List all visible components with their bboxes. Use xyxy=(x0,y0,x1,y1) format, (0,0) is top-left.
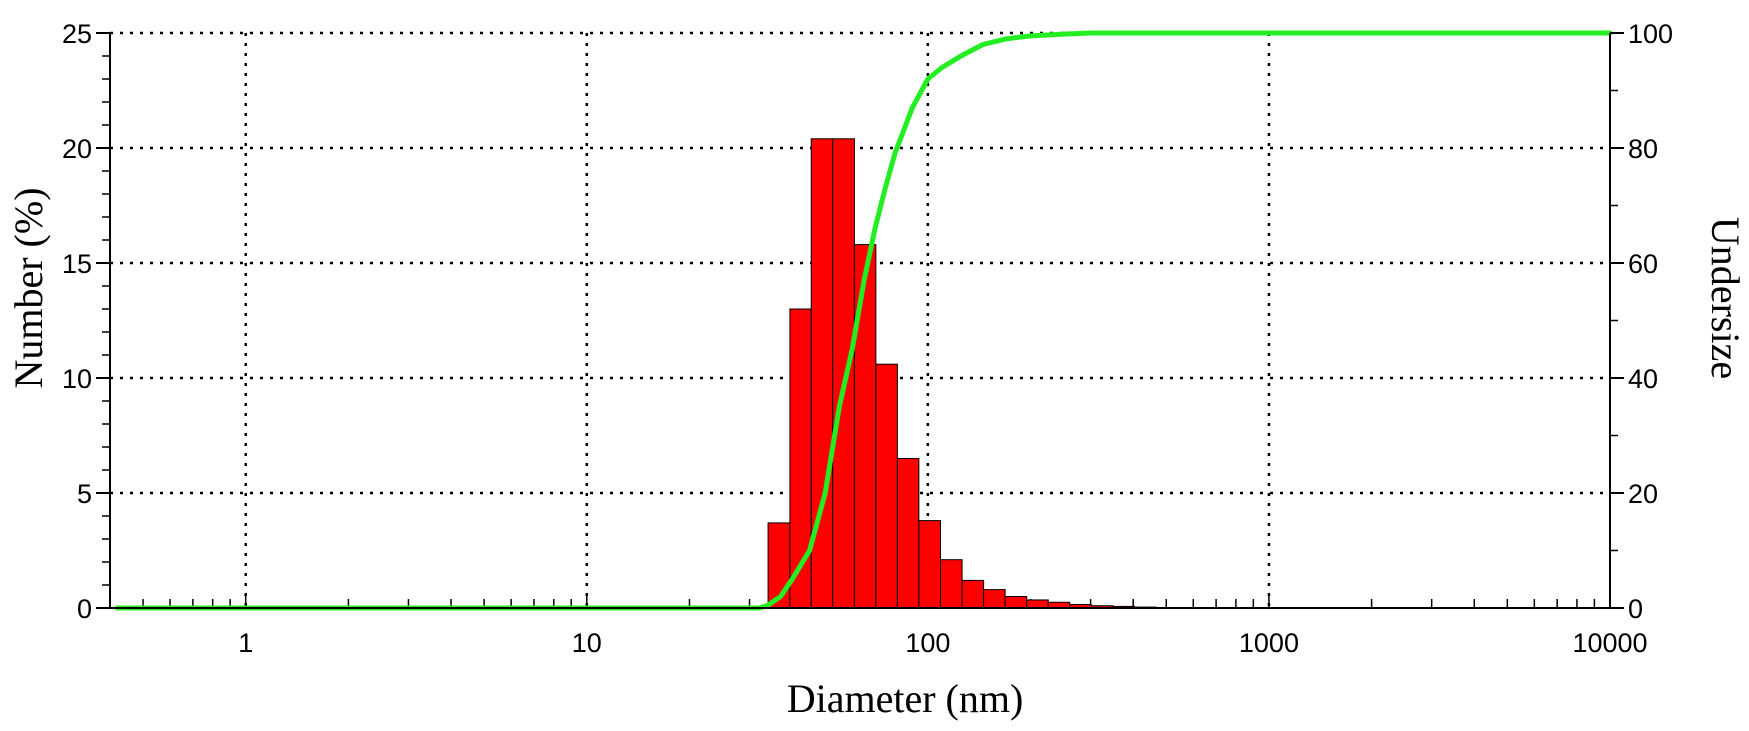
x-tick-label: 1 xyxy=(238,628,253,658)
histogram-bar xyxy=(983,589,1006,609)
x-tick-label: 10 xyxy=(572,628,602,658)
y-tick-label: 20 xyxy=(62,134,92,164)
x-tick-label: 10000 xyxy=(1572,628,1647,658)
histogram-bar xyxy=(961,579,985,609)
y2-tick-label: 60 xyxy=(1628,249,1658,279)
cumulative-line xyxy=(114,30,1613,611)
x-axis-title: Diameter (nm) xyxy=(787,676,1024,721)
histogram-bar xyxy=(875,363,898,609)
y2-tick-label: 80 xyxy=(1628,134,1658,164)
x-tick-label: 1000 xyxy=(1239,628,1299,658)
histogram-bar xyxy=(896,458,920,609)
histogram-bar xyxy=(918,520,941,609)
tick-labels: 0 5 10 15 20 25 0 20 40 60 80 100 1 10 100 1000 10000 xyxy=(62,19,1673,658)
y-tick-label: 25 xyxy=(62,19,92,49)
y-tick-label: 15 xyxy=(62,249,92,279)
y-tick-label: 10 xyxy=(62,364,92,394)
histogram-bar xyxy=(1026,599,1049,609)
y2-tick-label: 0 xyxy=(1628,594,1643,624)
histogram-bar xyxy=(832,138,855,609)
y2-axis-title: Undersize xyxy=(1703,217,1748,379)
y-axis-title: Number (%) xyxy=(6,187,51,388)
y-tick-label: 0 xyxy=(77,594,92,624)
y-tick-label: 5 xyxy=(77,479,92,509)
y2-tick-label: 100 xyxy=(1628,19,1673,49)
x-tick-label: 100 xyxy=(905,628,950,658)
undersize-line xyxy=(114,30,1613,611)
y2-tick-label: 40 xyxy=(1628,364,1658,394)
histogram-bar xyxy=(939,559,963,609)
histogram-bar xyxy=(1004,596,1028,609)
histogram-bars xyxy=(767,138,1157,609)
histogram-bar xyxy=(853,244,877,609)
axes xyxy=(96,32,1624,609)
y2-tick-label: 20 xyxy=(1628,479,1658,509)
